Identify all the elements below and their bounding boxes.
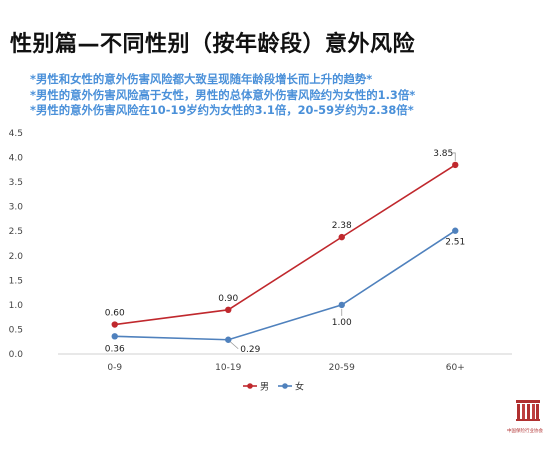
leader-line-female — [229, 341, 239, 350]
y-tick-label: 1.0 — [9, 301, 24, 311]
data-point-male — [225, 306, 232, 313]
data-point-female — [225, 336, 232, 343]
series-line-male — [114, 164, 456, 326]
y-tick-label: 2.5 — [9, 227, 23, 237]
y-tick-label: 3.5 — [9, 178, 23, 188]
page-title: 性别篇—不同性别（按年龄段）意外风险 — [10, 32, 416, 57]
data-point-male — [111, 321, 118, 328]
association-logo: 中国保险行业协会 — [507, 398, 548, 434]
y-tick-label: 0.0 — [9, 350, 24, 360]
data-label-male: 0.90 — [218, 294, 238, 304]
legend-marker-male — [247, 383, 253, 389]
finding-trend: *男性和女性的意外伤害风险都大致呈现随年龄段增长而上升的趋势* — [30, 72, 373, 86]
x-tick-label: 10-19 — [215, 363, 241, 373]
legend-label-male: 男 — [260, 382, 269, 393]
x-tick-label: 60+ — [446, 363, 465, 373]
data-label-female: 0.36 — [105, 344, 125, 354]
data-label-male: 0.60 — [105, 309, 125, 319]
leader-line-male — [452, 152, 456, 161]
data-label-female: 2.51 — [445, 238, 465, 248]
data-label-male: 3.85 — [433, 149, 453, 159]
legend-label-female: 女 — [295, 381, 304, 393]
y-tick-label: 3.0 — [9, 203, 24, 213]
data-point-male — [338, 233, 345, 241]
finding-overall-ratio: *男性的意外伤害风险高于女性，男性的总体意外伤害风险约为女性的1.3倍* — [30, 87, 416, 102]
association-logo-icon — [516, 400, 540, 421]
association-logo-text: 中国保险行业协会 — [507, 429, 543, 434]
y-tick-label: 4.5 — [9, 129, 23, 139]
data-label-male: 2.38 — [332, 221, 352, 231]
y-tick-label: 4.0 — [9, 154, 24, 164]
x-tick-label: 20-59 — [329, 363, 355, 373]
x-tick-label: 0-9 — [107, 363, 122, 373]
y-tick-label: 0.5 — [9, 325, 23, 335]
key-findings: *男性和女性的意外伤害风险都大致呈现随年龄段增长而上升的趋势* *男性的意外伤害… — [30, 72, 415, 119]
series-line-female — [114, 230, 456, 341]
data-point-female — [338, 301, 345, 309]
data-point-female — [452, 227, 459, 234]
data-label-female: 0.29 — [240, 345, 260, 355]
data-point-male — [452, 161, 459, 169]
data-label-female: 1.00 — [332, 318, 352, 328]
y-tick-label: 2.0 — [9, 252, 24, 262]
legend-marker-female — [282, 383, 288, 389]
finding-age-ratio: *男性的意外伤害风险在10-19岁约为女性的3.1倍，20-59岁约为2.38倍… — [30, 103, 414, 117]
y-tick-label: 1.5 — [9, 276, 23, 286]
data-point-female — [111, 333, 118, 340]
